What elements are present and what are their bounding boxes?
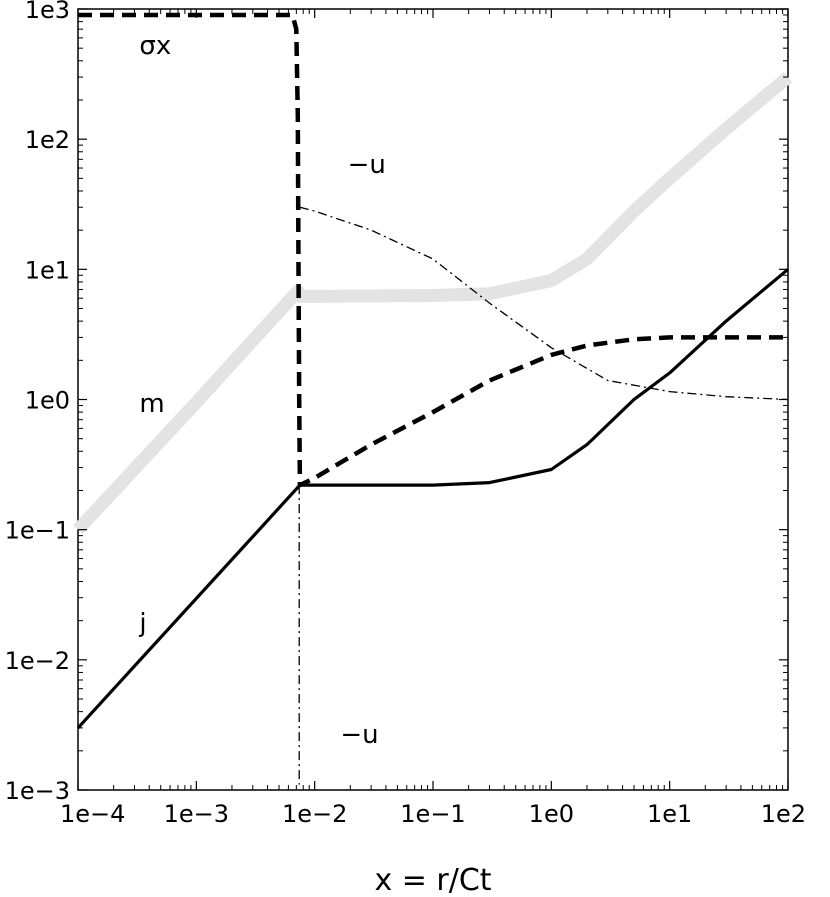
x-tick-label: 1e0 — [529, 800, 574, 828]
y-tick-label: 1e−2 — [5, 647, 70, 675]
y-tick-label: 1e1 — [25, 256, 70, 284]
y-tick-label: 1e2 — [25, 126, 70, 154]
ticks-layer — [77, 8, 789, 791]
y-tick-labels: 1e−3 1e−2 1e−1 1e0 1e1 1e2 1e3 — [5, 0, 70, 805]
series-line-sigma-x — [78, 12, 788, 488]
series-line-j — [76, 268, 790, 729]
series-annotation: σx — [139, 31, 171, 61]
series-annotation: −u — [348, 150, 386, 180]
y-tick-label: 1e−1 — [5, 517, 70, 545]
series-line-minus-u-upper — [299, 206, 789, 401]
x-tick-label: 1e−4 — [60, 800, 125, 828]
y-tick-label: 1e−3 — [5, 777, 70, 805]
plot-frame — [77, 8, 789, 791]
x-tick-label: 1e−1 — [400, 800, 465, 828]
y-tick-label: 1e0 — [25, 387, 70, 415]
x-tick-label: 1e2 — [761, 800, 806, 828]
annotations-layer: σx −u m j −u — [138, 31, 386, 750]
series-annotation: j — [138, 609, 146, 639]
x-tick-label: 1e−3 — [164, 800, 229, 828]
x-tick-label: 1e−2 — [282, 800, 347, 828]
x-tick-labels: 1e−4 1e−3 1e−2 1e−1 1e0 1e1 1e2 — [60, 800, 806, 828]
x-axis-title: x = r/Ct — [374, 863, 491, 897]
series-annotation: −u — [340, 720, 378, 750]
series-layer — [73, 12, 793, 785]
series-line-m — [73, 72, 793, 535]
series-annotation: m — [139, 389, 164, 419]
y-tick-label: 1e3 — [25, 0, 70, 24]
x-tick-label: 1e1 — [647, 800, 692, 828]
